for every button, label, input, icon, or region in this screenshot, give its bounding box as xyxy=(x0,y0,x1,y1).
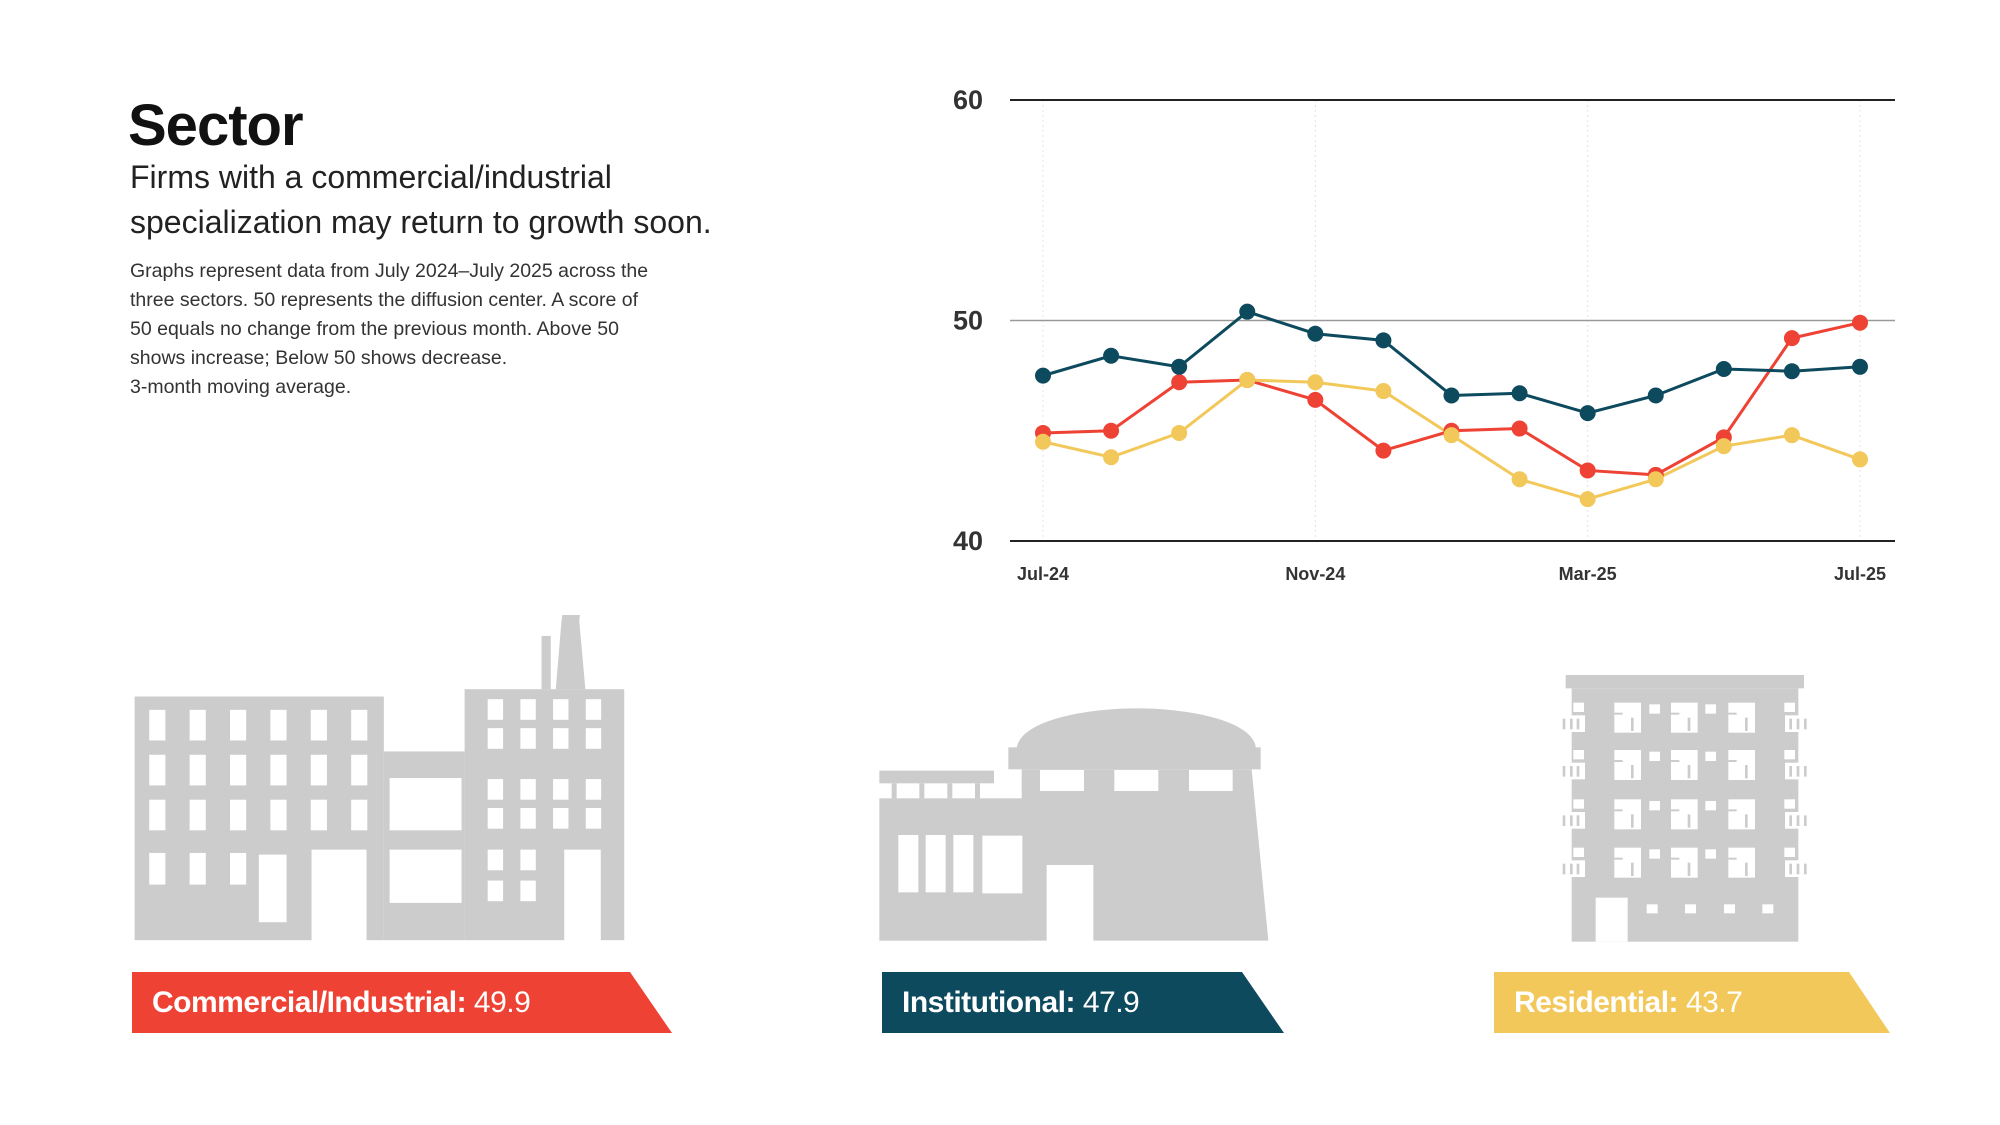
data-point-residential xyxy=(1579,491,1596,508)
y-tick-label: 60 xyxy=(953,85,983,115)
data-point-institutional xyxy=(1579,405,1596,422)
x-tick-label: Jul-24 xyxy=(1017,564,1069,584)
sector-value: 49.9 xyxy=(473,986,531,1019)
data-point-residential xyxy=(1783,427,1800,444)
data-point-institutional xyxy=(1103,347,1120,364)
subtitle: Firms with a commercial/industrial speci… xyxy=(130,155,712,245)
subtitle-line: specialization may return to growth soon… xyxy=(130,204,712,240)
apartment-building-icon xyxy=(1558,675,1812,942)
data-point-residential xyxy=(1307,374,1324,391)
data-point-residential xyxy=(1171,424,1188,441)
data-point-commercial xyxy=(1171,374,1188,391)
y-tick-label: 50 xyxy=(953,306,983,336)
data-point-residential xyxy=(1443,427,1460,444)
line-chart: Jul-24 Nov-24 Mar-25 Jul-25 60 50 40 xyxy=(953,85,1895,584)
data-point-institutional xyxy=(1783,363,1800,380)
description-line: 3-month moving average. xyxy=(130,376,352,398)
data-point-commercial xyxy=(1511,420,1528,437)
sector-label: Residential: xyxy=(1514,986,1679,1019)
data-point-institutional xyxy=(1171,358,1188,375)
data-point-commercial xyxy=(1579,462,1596,479)
data-point-residential xyxy=(1035,433,1051,450)
data-point-residential xyxy=(1375,383,1392,400)
residential-banner: Residential: 43.7 xyxy=(1494,972,1890,1033)
y-tick-label: 40 xyxy=(953,526,983,556)
sector-label: Institutional: xyxy=(902,986,1075,1019)
data-point-institutional xyxy=(1511,385,1528,402)
data-point-residential xyxy=(1852,451,1868,468)
sector-label: Commercial/Industrial: xyxy=(152,986,467,1019)
data-point-institutional xyxy=(1647,387,1664,404)
commercial-industrial-banner: Commercial/Industrial: 49.9 xyxy=(132,972,672,1033)
data-point-institutional xyxy=(1375,332,1392,349)
description-line: Graphs represent data from July 2024–Jul… xyxy=(130,260,649,282)
description-line: shows increase; Below 50 shows decrease. xyxy=(130,347,508,369)
factory-icon xyxy=(134,614,625,942)
data-point-institutional xyxy=(1035,367,1051,384)
data-point-residential xyxy=(1511,471,1528,488)
data-point-institutional xyxy=(1852,358,1868,375)
description-line: 50 equals no change from the previous mo… xyxy=(130,318,619,340)
data-point-commercial xyxy=(1103,422,1120,439)
data-point-commercial xyxy=(1375,442,1392,459)
data-point-residential xyxy=(1239,372,1256,389)
data-point-residential xyxy=(1103,449,1120,466)
data-point-institutional xyxy=(1307,325,1324,342)
page-title: Sector xyxy=(128,93,304,158)
x-tick-label: Nov-24 xyxy=(1285,564,1345,584)
data-point-institutional xyxy=(1443,387,1460,404)
data-point-residential xyxy=(1715,438,1732,455)
institutional-banner: Institutional: 47.9 xyxy=(882,972,1284,1033)
description-line: three sectors. 50 represents the diffusi… xyxy=(130,289,639,311)
data-point-commercial xyxy=(1783,330,1800,347)
x-tick-label: Mar-25 xyxy=(1559,564,1617,584)
data-point-institutional xyxy=(1715,361,1732,378)
sector-value: 47.9 xyxy=(1082,986,1140,1019)
data-point-institutional xyxy=(1239,303,1256,320)
subtitle-line: Firms with a commercial/industrial xyxy=(130,159,612,195)
x-tick-label: Jul-25 xyxy=(1834,564,1886,584)
description: Graphs represent data from July 2024–Jul… xyxy=(130,257,648,402)
sector-value: 43.7 xyxy=(1685,986,1743,1019)
institutional-building-icon xyxy=(879,708,1269,942)
data-point-residential xyxy=(1647,471,1664,488)
data-point-commercial xyxy=(1307,391,1324,408)
data-point-commercial xyxy=(1852,314,1868,331)
